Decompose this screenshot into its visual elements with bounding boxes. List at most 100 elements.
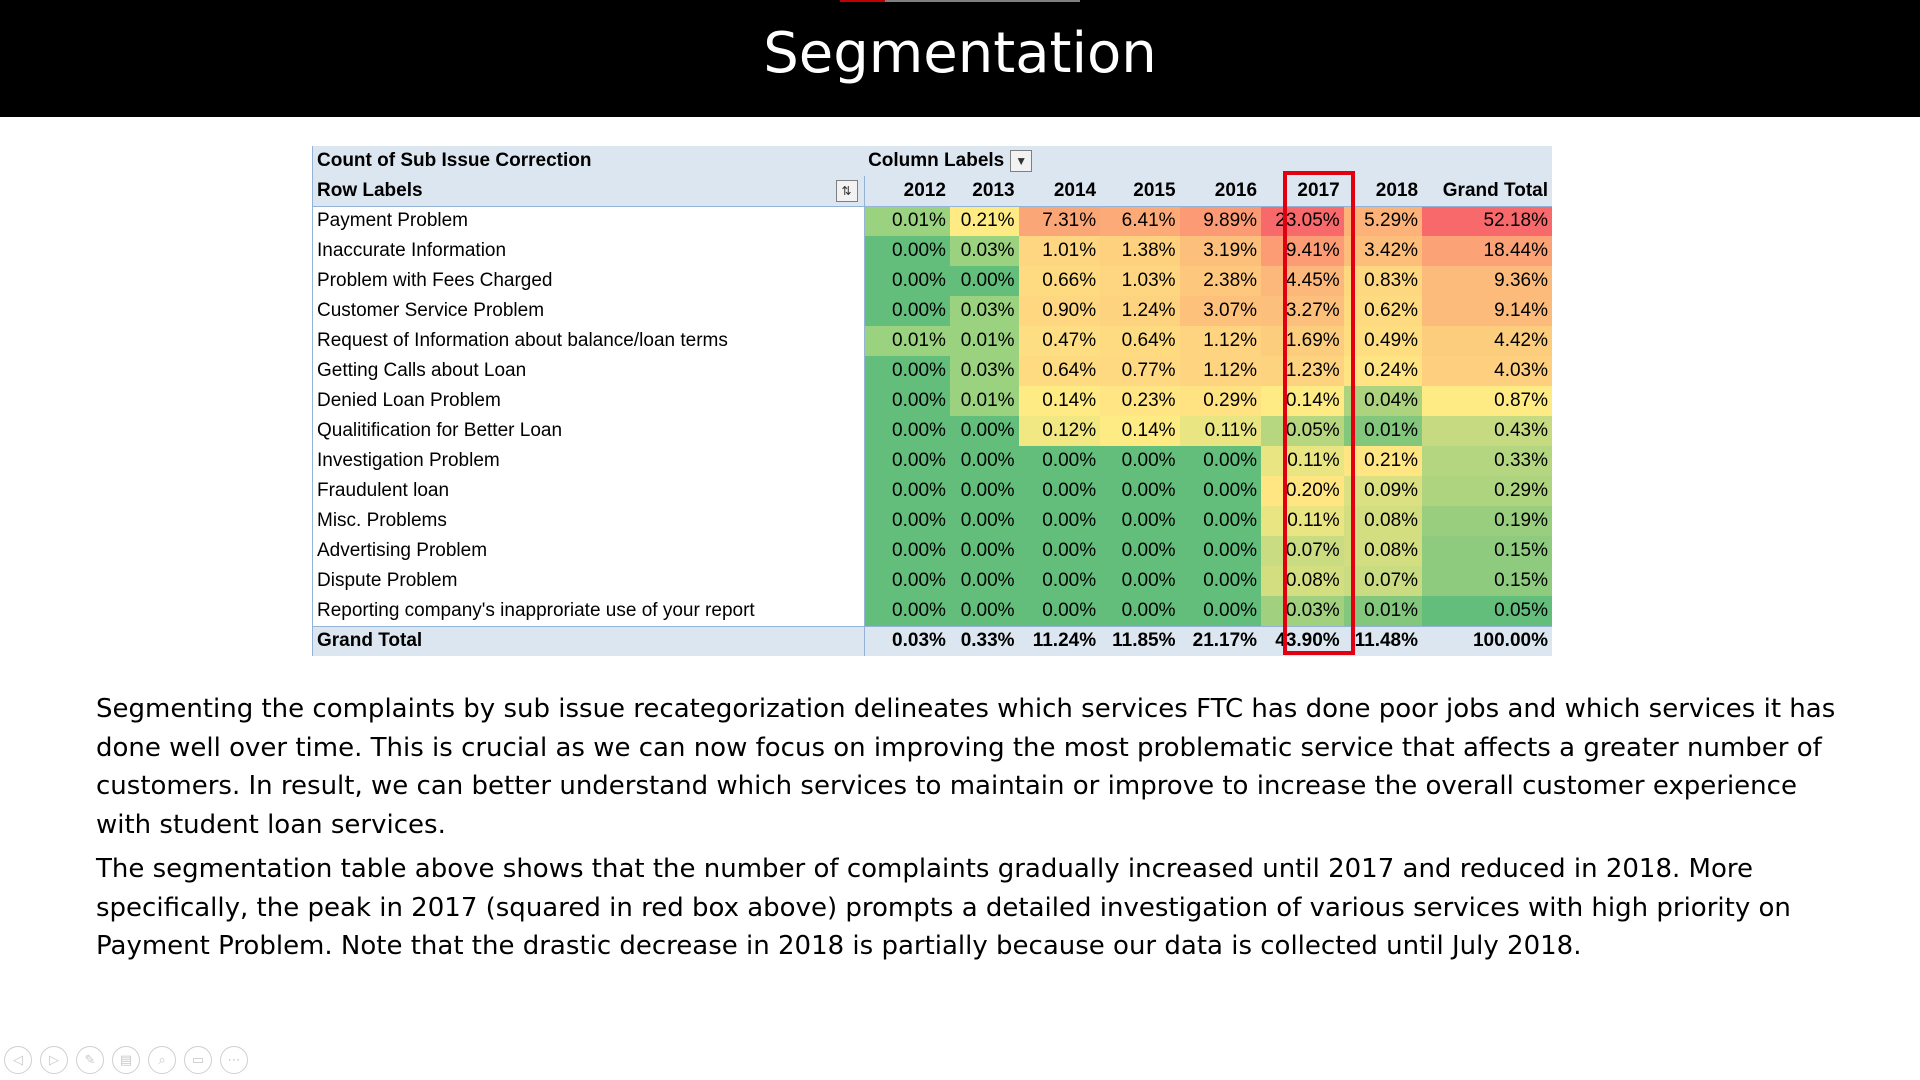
cell-2012: 0.00% xyxy=(864,386,950,416)
table-row: Denied Loan Problem 0.00% 0.01% 0.14% 0.23% 0… xyxy=(312,386,1552,416)
slides-button[interactable]: ▤ xyxy=(112,1046,140,1074)
cell-2013: 0.00% xyxy=(949,416,1019,446)
cell-2018: 0.83% xyxy=(1343,266,1423,296)
cell-2013: 0.03% xyxy=(949,236,1019,266)
cell-2014: 1.01% xyxy=(1018,236,1101,266)
row-label: Request of Information about balance/loa… xyxy=(312,326,865,356)
cell-2013: 0.21% xyxy=(949,206,1019,236)
row-label: Customer Service Problem xyxy=(312,296,865,326)
cell-2014: 7.31% xyxy=(1018,206,1101,236)
cell-2014: 0.00% xyxy=(1018,506,1101,536)
cell-grand-total: 0.43% xyxy=(1422,416,1552,446)
cell-2012: 0.00% xyxy=(864,296,950,326)
value-field-label: Count of Sub Issue Correction xyxy=(312,146,865,176)
grand-total-header: Grand Total xyxy=(1422,176,1552,207)
total-2016: 21.17% xyxy=(1179,625,1262,656)
cell-2013: 0.01% xyxy=(949,386,1019,416)
cell-2016: 2.38% xyxy=(1179,266,1262,296)
year-header-2014: 2014 xyxy=(1018,176,1101,207)
cell-2012: 0.01% xyxy=(864,206,950,236)
cell-2017: 1.23% xyxy=(1261,356,1344,386)
cell-grand-total: 0.19% xyxy=(1422,506,1552,536)
cell-2015: 0.64% xyxy=(1100,326,1180,356)
table-row: Misc. Problems 0.00% 0.00% 0.00% 0.00% 0.00% 0… xyxy=(312,506,1552,536)
pivot-table: Count of Sub Issue Correction Column Lab… xyxy=(312,146,1552,656)
cell-2017: 0.20% xyxy=(1261,476,1344,506)
previous-icon: ◁ xyxy=(13,1052,23,1068)
more-options-icon: ⋯ xyxy=(227,1052,241,1068)
cell-2016: 3.19% xyxy=(1179,236,1262,266)
table-row: Qualitification for Better Loan 0.00% 0.00… xyxy=(312,416,1552,446)
previous-button[interactable]: ◁ xyxy=(4,1046,32,1074)
cell-2018: 0.08% xyxy=(1343,506,1423,536)
cell-2016: 1.12% xyxy=(1179,356,1262,386)
cell-2014: 0.00% xyxy=(1018,446,1101,476)
row-label: Fraudulent loan xyxy=(312,476,865,506)
cell-2014: 0.66% xyxy=(1018,266,1101,296)
pen-button[interactable]: ✎ xyxy=(76,1046,104,1074)
table-row: Dispute Problem 0.00% 0.00% 0.00% 0.00% 0.00%… xyxy=(312,566,1552,596)
cell-grand-total: 4.03% xyxy=(1422,356,1552,386)
subtitles-button[interactable]: ▭ xyxy=(184,1046,212,1074)
cell-2013: 0.01% xyxy=(949,326,1019,356)
cell-2015: 0.77% xyxy=(1100,356,1180,386)
title-bar: Segmentation xyxy=(0,0,1920,117)
cell-2013: 0.03% xyxy=(949,356,1019,386)
row-label: Advertising Problem xyxy=(312,536,865,566)
cell-2013: 0.00% xyxy=(949,566,1019,596)
row-label: Reporting company's inapproriate use of … xyxy=(312,596,865,626)
row-label: Getting Calls about Loan xyxy=(312,356,865,386)
cell-2017: 9.41% xyxy=(1261,236,1344,266)
cell-grand-total: 4.42% xyxy=(1422,326,1552,356)
cell-2012: 0.00% xyxy=(864,416,950,446)
cell-2012: 0.00% xyxy=(864,476,950,506)
cell-2015: 6.41% xyxy=(1100,206,1180,236)
next-button[interactable]: ▷ xyxy=(40,1046,68,1074)
cell-2014: 0.64% xyxy=(1018,356,1101,386)
cell-2018: 0.07% xyxy=(1343,566,1423,596)
cell-2018: 0.01% xyxy=(1343,416,1423,446)
cell-2018: 0.24% xyxy=(1343,356,1423,386)
total-2015: 11.85% xyxy=(1100,625,1180,656)
cell-2018: 0.01% xyxy=(1343,596,1423,626)
cell-2018: 3.42% xyxy=(1343,236,1423,266)
grand-total-row: Grand Total 0.03% 0.33% 11.24% 11.85% 21.17% 4… xyxy=(312,625,1552,656)
row-label: Problem with Fees Charged xyxy=(312,266,865,296)
cell-2013: 0.00% xyxy=(949,446,1019,476)
cell-grand-total: 0.29% xyxy=(1422,476,1552,506)
cell-2015: 0.00% xyxy=(1100,536,1180,566)
table-row: Advertising Problem 0.00% 0.00% 0.00% 0.00% 0… xyxy=(312,536,1552,566)
cell-2012: 0.00% xyxy=(864,506,950,536)
cell-2018: 0.49% xyxy=(1343,326,1423,356)
more-options-button[interactable]: ⋯ xyxy=(220,1046,248,1074)
cell-2012: 0.00% xyxy=(864,536,950,566)
table-row: Investigation Problem 0.00% 0.00% 0.00% 0.00… xyxy=(312,446,1552,476)
cell-2018: 0.04% xyxy=(1343,386,1423,416)
cell-2016: 0.00% xyxy=(1179,566,1262,596)
cell-grand-total: 52.18% xyxy=(1422,206,1552,236)
cell-2015: 0.00% xyxy=(1100,446,1180,476)
cell-2012: 0.00% xyxy=(864,566,950,596)
cell-2016: 1.12% xyxy=(1179,326,1262,356)
cell-2017: 0.11% xyxy=(1261,506,1344,536)
cell-2015: 1.03% xyxy=(1100,266,1180,296)
cell-2015: 0.00% xyxy=(1100,476,1180,506)
column-labels-label: Column Labels xyxy=(868,150,1005,171)
year-header-2015: 2015 xyxy=(1100,176,1180,207)
row-filter-button[interactable]: ⇅ xyxy=(835,179,858,202)
cell-2015: 0.00% xyxy=(1100,566,1180,596)
table-row: Reporting company's inapproriate use of … xyxy=(312,596,1552,626)
table-row: Problem with Fees Charged 0.00% 0.00% 0.66%… xyxy=(312,266,1552,296)
column-filter-button[interactable]: ▼ xyxy=(1010,149,1033,172)
table-row: Inaccurate Information 0.00% 0.03% 1.01% 1.3… xyxy=(312,236,1552,266)
row-labels-cell: Row Labels ⇅ xyxy=(312,176,865,207)
row-label: Investigation Problem xyxy=(312,446,865,476)
cell-2017: 0.08% xyxy=(1261,566,1344,596)
cell-2016: 0.00% xyxy=(1179,596,1262,626)
cell-2014: 0.00% xyxy=(1018,566,1101,596)
zoom-button[interactable]: ⌕ xyxy=(148,1046,176,1074)
row-labels-label: Row Labels xyxy=(317,179,423,201)
row-label: Dispute Problem xyxy=(312,566,865,596)
year-header-2012: 2012 xyxy=(864,176,950,207)
cell-grand-total: 0.05% xyxy=(1422,596,1552,626)
